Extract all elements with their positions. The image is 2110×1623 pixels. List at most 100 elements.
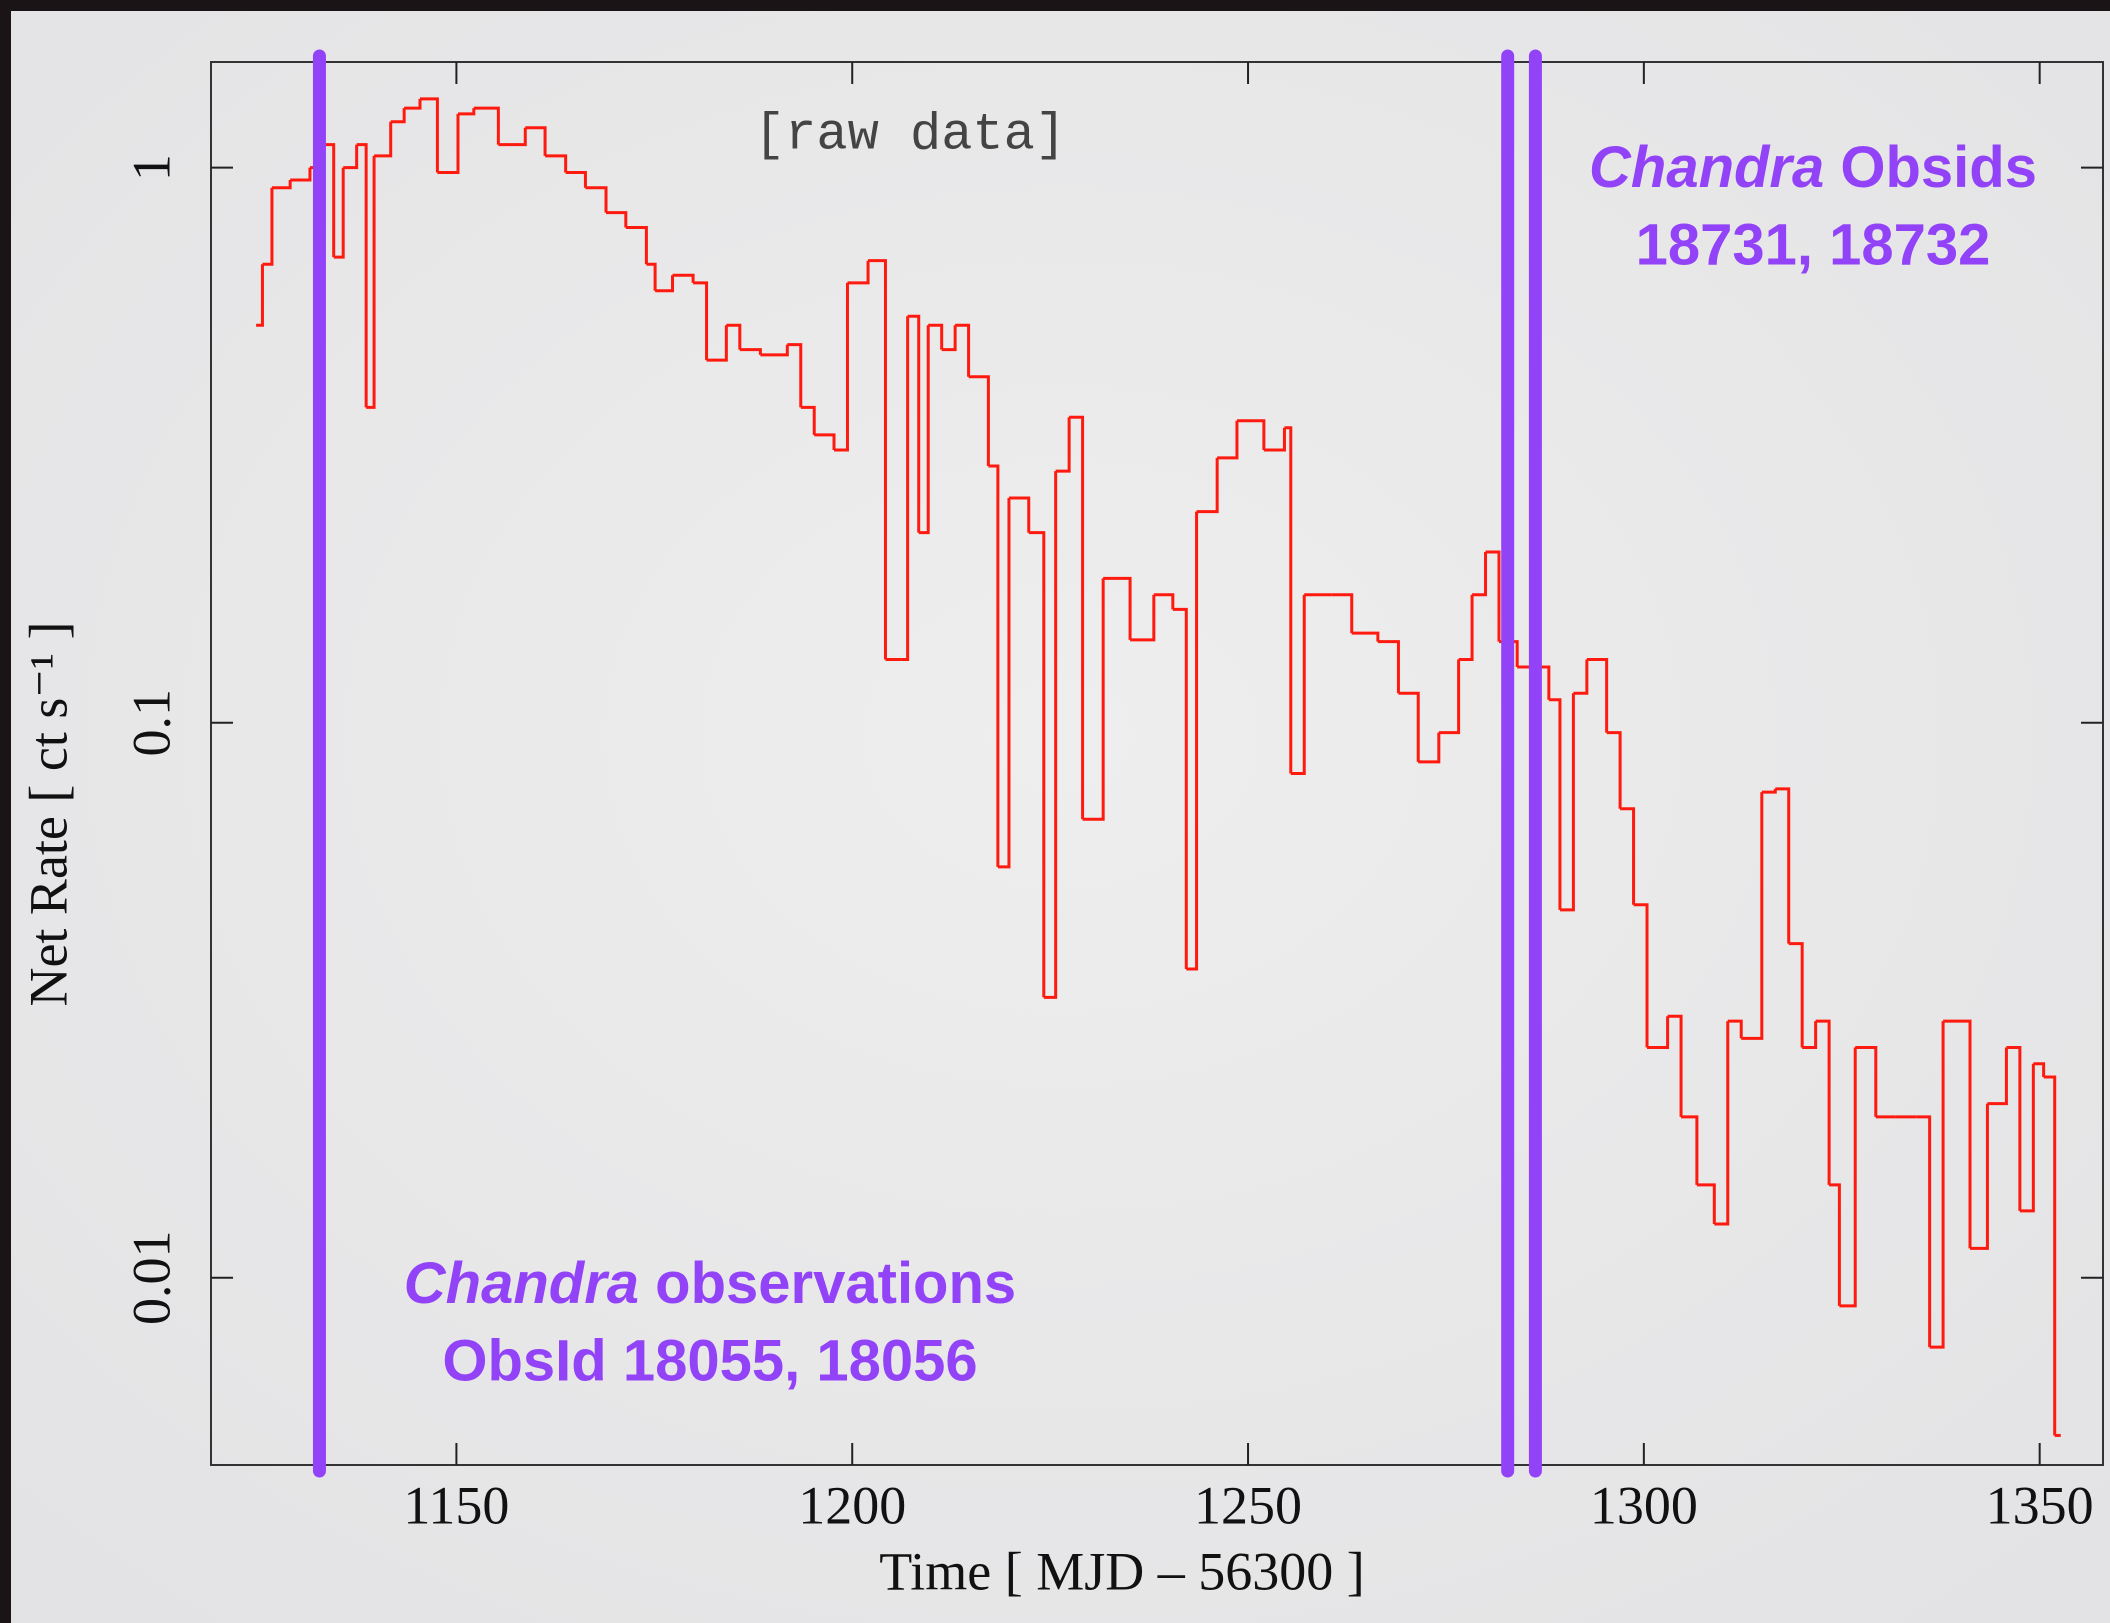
step-segment	[1970, 1103, 1989, 1250]
step-segment	[1196, 457, 1219, 514]
annotation: ObsId 18055, 18056	[442, 1328, 977, 1393]
step-segment	[1485, 550, 1501, 642]
step-segment	[1028, 531, 1046, 998]
step-segment	[787, 343, 803, 408]
plot-layer: 1150 1200 1250 1300 1350 0.01 0.1 1	[121, 49, 2103, 1535]
step-segment	[625, 226, 648, 265]
step-segment	[726, 323, 742, 350]
step-segment	[290, 167, 312, 182]
step-segment	[672, 273, 695, 283]
step-segment	[2043, 1075, 2057, 1436]
annotation-italic: Chandra	[404, 1251, 639, 1316]
step-segment	[655, 275, 675, 293]
step-segment	[800, 405, 816, 435]
step-segment	[907, 314, 921, 533]
y-axis-title: Net Rate [ ct s⁻¹ ]	[18, 621, 78, 1006]
step-segment	[1548, 698, 1562, 910]
step-segment	[366, 155, 376, 409]
y-tick-label: 1	[121, 154, 181, 181]
step-segment	[988, 464, 1000, 867]
step-segment	[1398, 691, 1420, 762]
step-segment	[1055, 417, 1071, 473]
step-segment	[323, 143, 336, 258]
annotation: 18731, 18732	[1636, 212, 1991, 277]
step-segment	[955, 323, 971, 377]
step-segment	[2033, 1062, 2046, 1078]
step-segment	[1472, 552, 1488, 597]
step-segment	[1573, 659, 1589, 695]
step-segment	[2006, 1045, 2022, 1211]
step-segment	[1667, 1014, 1683, 1117]
step-segment	[1987, 1047, 2008, 1106]
y-tick-label: 0.1	[121, 689, 181, 757]
step-segment	[706, 325, 728, 362]
step-segment	[1559, 693, 1575, 912]
step-segment	[968, 375, 990, 467]
step-segment	[419, 97, 439, 173]
step-segment	[1331, 593, 1354, 634]
annotation: Chandra Obsids	[1589, 135, 2037, 200]
x-tick-label: 1250	[1194, 1475, 1302, 1535]
step-segment	[1606, 731, 1622, 809]
x-tick-label: 1350	[1986, 1475, 2094, 1535]
step-segment	[1351, 631, 1380, 642]
plot-frame	[210, 61, 2104, 1466]
step-segment	[918, 325, 930, 535]
step-segment	[834, 282, 849, 452]
step-segment	[1696, 1183, 1716, 1225]
step-segment	[1263, 427, 1286, 452]
step-segment	[1217, 420, 1239, 460]
annotation: Chandra observations	[404, 1251, 1016, 1316]
step-segment	[404, 98, 422, 110]
step-segment	[525, 126, 547, 156]
step-segment	[1916, 1115, 1932, 1348]
step-segment	[343, 144, 359, 170]
step-segment	[928, 323, 944, 350]
step-segment	[498, 127, 527, 147]
step-segment	[1130, 594, 1156, 642]
step-segment	[1236, 419, 1266, 450]
step-segment	[1829, 1183, 1841, 1306]
step-segment	[457, 108, 476, 116]
step-segment	[262, 187, 274, 266]
step-segment	[374, 121, 393, 158]
step-segment	[1186, 511, 1199, 971]
step-segment	[1839, 1047, 1857, 1308]
step-segment	[1438, 659, 1461, 735]
annotation-text: Obsids	[1824, 135, 2037, 200]
step-segment	[646, 262, 657, 291]
figure-background	[11, 11, 2110, 1623]
step-segment	[1069, 415, 1085, 820]
step-segment	[1008, 496, 1031, 533]
annotation-text: observations	[639, 1251, 1016, 1316]
step-segment	[1586, 657, 1609, 733]
step-segment	[1620, 807, 1636, 905]
step-segment	[1802, 1021, 1818, 1049]
step-segment	[1172, 607, 1188, 970]
step-segment	[565, 171, 587, 188]
step-segment	[1377, 640, 1400, 694]
step-segment	[390, 108, 406, 124]
x-tick-label: 1150	[403, 1475, 509, 1535]
step-segment	[1284, 426, 1293, 774]
x-axis-title: Time [ MJD – 56300 ]	[879, 1541, 1365, 1601]
step-segment	[1741, 792, 1764, 1040]
step-segment	[545, 154, 568, 173]
step-segment	[868, 259, 887, 660]
step-segment	[1727, 1019, 1743, 1039]
step-segment	[1714, 1021, 1730, 1226]
x-tick-label: 1200	[798, 1475, 906, 1535]
step-segment	[271, 180, 292, 190]
step-segment	[1815, 1019, 1831, 1185]
step-segment	[333, 167, 345, 259]
step-segment	[1943, 1019, 1972, 1249]
step-segment	[1418, 732, 1441, 764]
step-segment	[1647, 1016, 1670, 1049]
step-segment	[1788, 942, 1804, 1048]
step-segment	[1681, 1115, 1699, 1185]
annotation: [raw data]	[754, 106, 1066, 165]
step-segment	[997, 498, 1011, 869]
step-segment	[847, 260, 870, 285]
step-segment	[1855, 1045, 1878, 1117]
